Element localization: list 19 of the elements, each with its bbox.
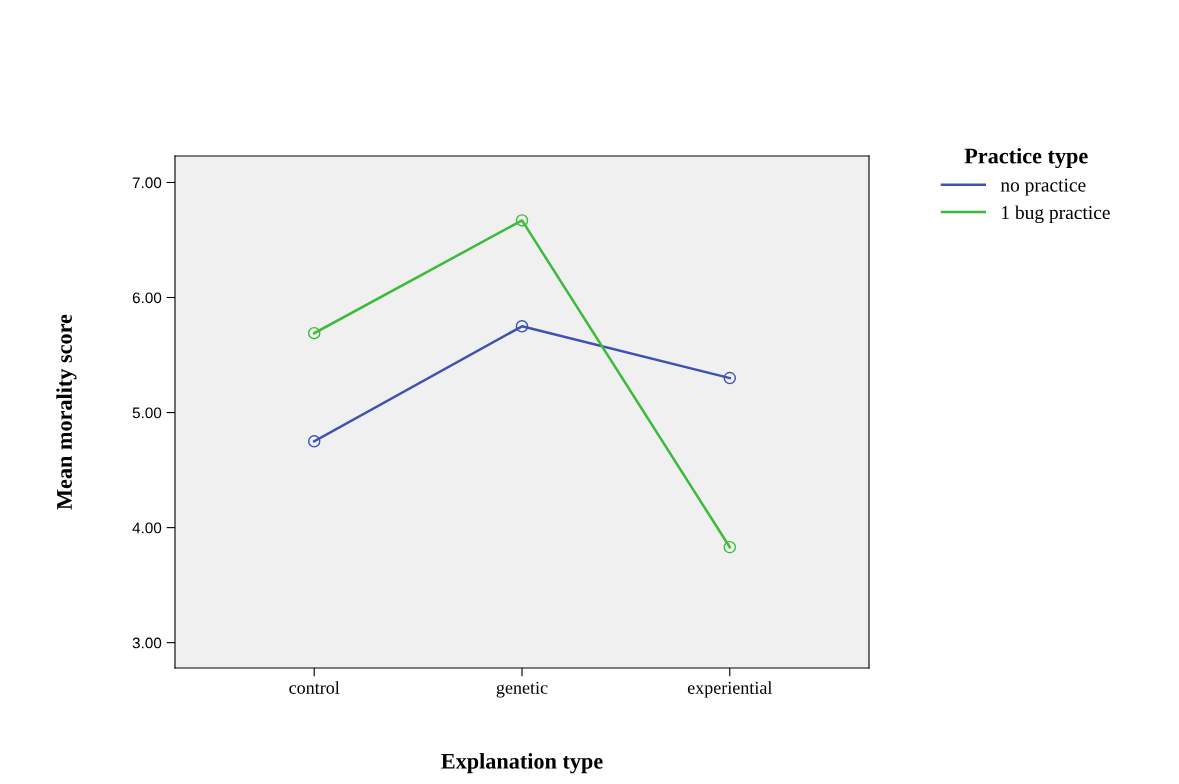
y-tick-label: 3.00 [132,637,162,649]
legend-label: 1 bug practice [1002,205,1110,224]
point [515,214,529,227]
point [723,371,737,385]
y-axis-title: Mean morality score [56,314,77,510]
point [515,320,529,333]
x-tick-label: genetic [496,681,548,698]
x-axis-title: Explanation type [441,753,603,774]
y-tick-label: 5.00 [132,407,162,419]
legend-title: Practice type [964,147,1088,169]
legend-label: no practice [1000,178,1086,196]
y-tick-label: 4.00 [132,522,162,534]
y-tick-label: 7.00 [132,177,162,189]
x-tick-label: control [289,681,340,694]
y-tick-label: 6.00 [132,292,162,304]
point [307,435,321,448]
point [723,540,737,554]
x-tick-label: experiential [687,681,773,698]
point [307,326,321,340]
